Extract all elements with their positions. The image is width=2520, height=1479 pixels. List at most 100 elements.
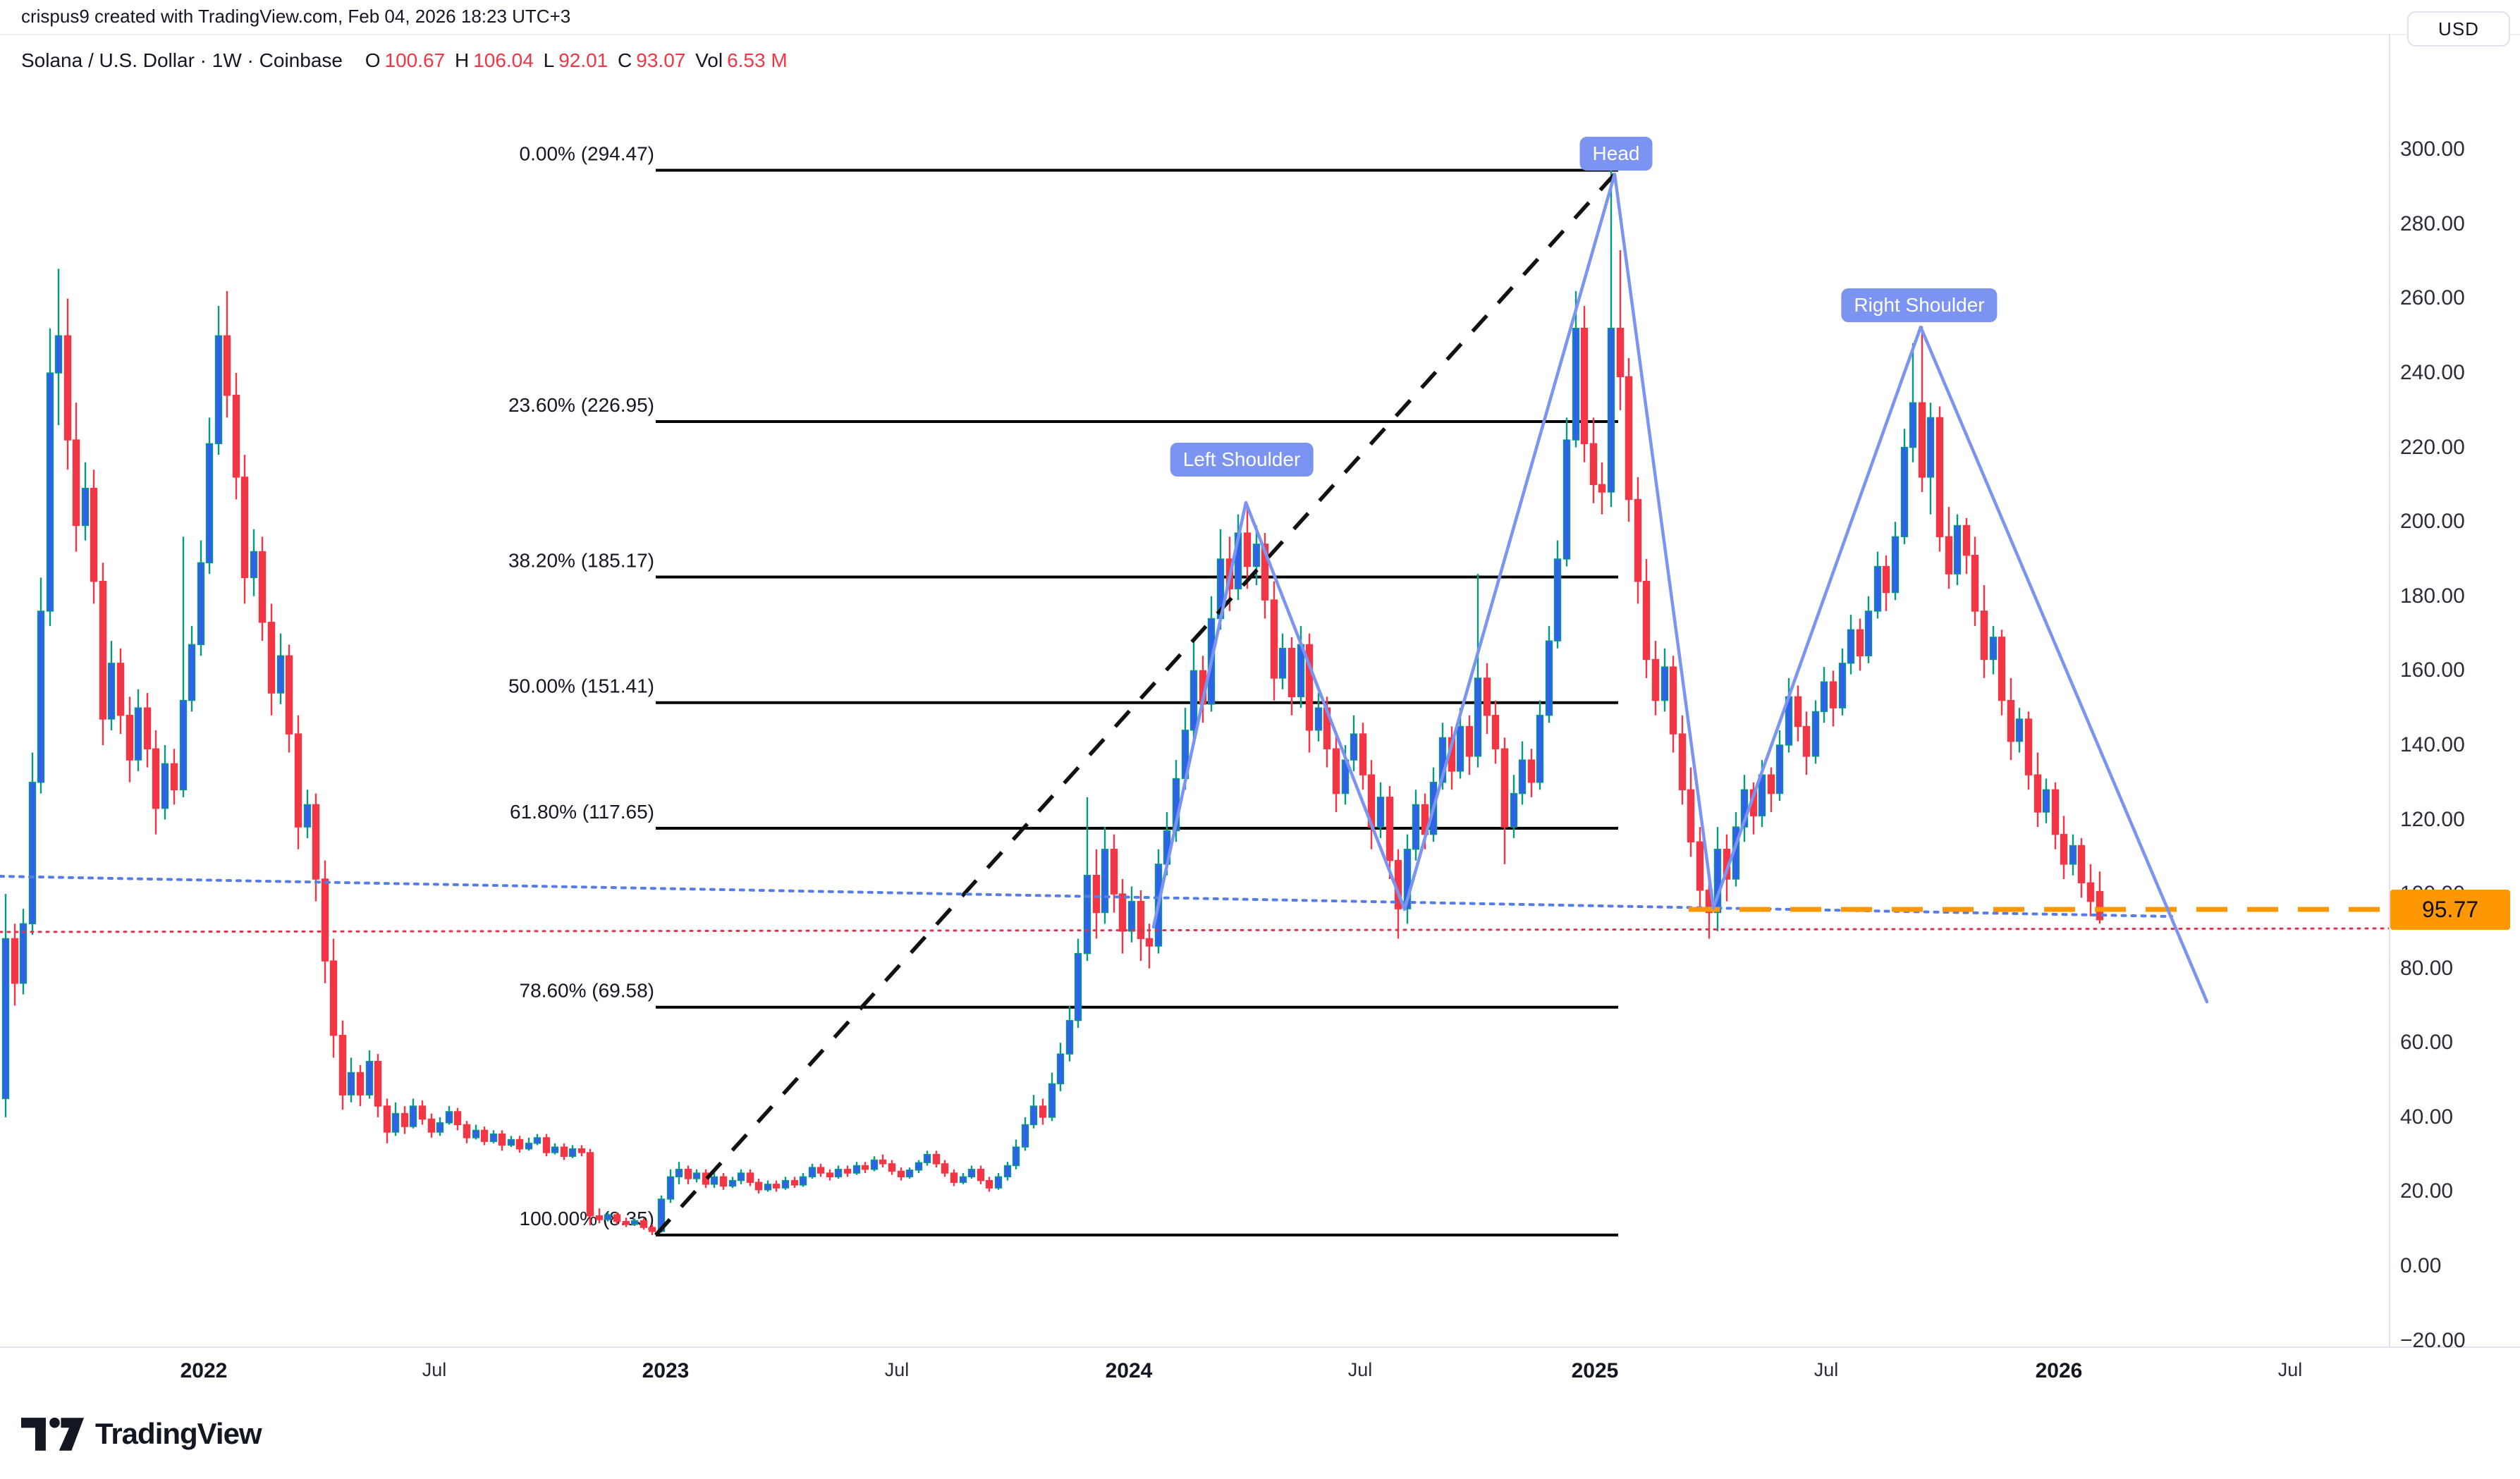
price-tick-label: 140.00 (2400, 732, 2465, 756)
candle-body (2077, 845, 2086, 883)
candle-body (463, 1124, 471, 1139)
head-label[interactable]: Head (1579, 137, 1653, 171)
candle-body (1945, 536, 1953, 575)
candle-body (861, 1165, 869, 1170)
fib-retracement[interactable]: 0.00% (294.47) 23.60% (226.95) 38.20% (185… (508, 143, 1618, 1236)
candle-body (2051, 789, 2060, 835)
candle-body (808, 1167, 816, 1178)
candle-body (179, 699, 188, 790)
candle-body (994, 1176, 1003, 1189)
candle-body (303, 804, 312, 828)
currency-usd-button[interactable]: USD (2407, 11, 2510, 47)
candle-body (507, 1139, 515, 1146)
tradingview-logo-icon (21, 1417, 84, 1451)
tradingview-logo[interactable]: TradingView (21, 1417, 262, 1451)
candle-body (648, 1227, 656, 1232)
candle-body (1189, 670, 1198, 731)
candle-body (1829, 681, 1837, 708)
candle-body (1314, 707, 1323, 731)
candle-body (1491, 715, 1500, 749)
candle-body (1572, 327, 1580, 441)
time-tick-label: 2023 (642, 1359, 690, 1382)
candle-body (1386, 797, 1394, 861)
candle-body (1651, 658, 1660, 701)
time-tick-label: 2026 (2035, 1359, 2083, 1382)
candle-body (1891, 536, 1900, 594)
price-tick-label: −20.00 (2400, 1328, 2466, 1352)
dotted-red-level[interactable] (0, 927, 2390, 933)
candle-body (515, 1139, 524, 1150)
candle-body (152, 748, 160, 809)
candle-body (1953, 524, 1962, 575)
candle-body (1998, 637, 2006, 701)
candle-body (1403, 849, 1412, 909)
candle-body (37, 610, 45, 783)
candle-body (400, 1112, 409, 1127)
price-tick-label: 40.00 (2400, 1105, 2454, 1129)
candle-body (143, 707, 152, 749)
candle-body (932, 1153, 941, 1165)
candle-body (905, 1170, 914, 1178)
left-shoulder-label[interactable]: Left Shoulder (1170, 443, 1314, 477)
time-tick-label: Jul (1813, 1359, 1839, 1380)
ohlc-open-value: 100.67 (384, 49, 446, 71)
candle-body (1935, 417, 1944, 538)
candle-body (834, 1169, 843, 1178)
candle-body (622, 1220, 630, 1225)
candle-body (258, 551, 267, 623)
candle-body (1305, 644, 1314, 731)
candle-body (1412, 804, 1420, 850)
candle-body (1021, 1124, 1029, 1148)
top-separator (0, 34, 2520, 35)
candle-body (1607, 327, 1615, 493)
candle-body (533, 1137, 542, 1144)
candle-body (1696, 841, 1704, 891)
candle-body (1536, 715, 1544, 783)
candle-body (1483, 677, 1491, 716)
candle-body (1127, 900, 1136, 932)
head-shoulders-polyline[interactable] (1151, 172, 2209, 1004)
time-tick-label: 2022 (180, 1359, 228, 1382)
candle-body (1092, 875, 1101, 914)
candle-body (852, 1165, 861, 1174)
dashed-trendline[interactable] (654, 173, 1617, 1236)
candle-body (754, 1182, 763, 1191)
candle-body (950, 1172, 958, 1183)
candle-body (1838, 663, 1847, 708)
candle-body (1048, 1083, 1056, 1118)
time-tick-label: Jul (1347, 1359, 1373, 1380)
candle-body (1971, 555, 1979, 612)
candle-body (1101, 849, 1109, 914)
candle-body (240, 477, 249, 579)
price-tick-label: 240.00 (2400, 361, 2465, 385)
candle-body (1350, 733, 1358, 761)
price-tick-label: 260.00 (2400, 286, 2465, 310)
right-shoulder-label[interactable]: Right Shoulder (1841, 288, 1998, 322)
candle-body (2007, 699, 2015, 742)
candle-body (2033, 774, 2042, 813)
candle-body (1287, 647, 1296, 698)
candle-body (2015, 718, 2024, 742)
candle-body (915, 1162, 923, 1171)
symbol-legend[interactable]: Solana / U.S. Dollar · 1W · Coinbase O 10… (21, 49, 792, 72)
candle-body (81, 487, 90, 527)
ohlc-high-value: 106.04 (473, 49, 534, 71)
last-price-badge[interactable]: 95.77 (2390, 890, 2510, 931)
candle-body (542, 1137, 551, 1153)
candle-body (1110, 849, 1118, 895)
candle-body (1687, 789, 1695, 842)
candle-body (19, 923, 27, 984)
candle-body (1962, 524, 1971, 556)
fib-label: 50.00% (151.41) (508, 675, 654, 697)
candle-body (1713, 849, 1722, 914)
candle-body (870, 1159, 879, 1170)
price-tick-label: 80.00 (2400, 956, 2454, 980)
candle-body (1864, 610, 1873, 656)
candle-body (1065, 1019, 1074, 1055)
candle-body (613, 1214, 621, 1222)
candle-body (188, 644, 196, 701)
candle-body (427, 1118, 436, 1133)
candle-body (888, 1163, 896, 1172)
price-tick-label: 180.00 (2400, 584, 2465, 608)
